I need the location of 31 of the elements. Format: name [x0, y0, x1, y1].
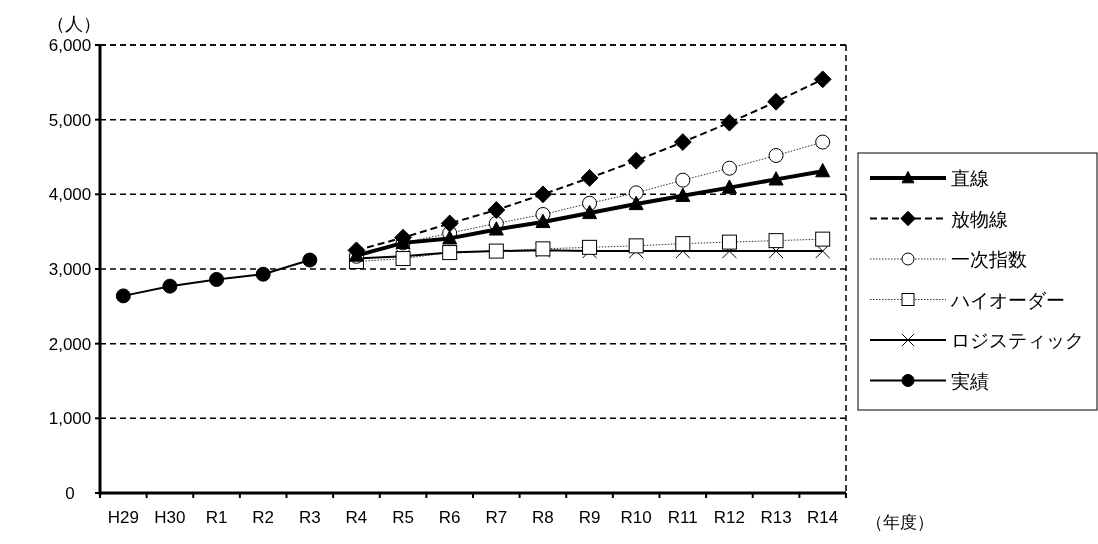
x-axis-title: （年度） — [866, 513, 934, 532]
legend-label: ロジスティック — [951, 330, 1084, 351]
x-tick-label: R9 — [578, 508, 601, 527]
x-tick-label: R4 — [345, 508, 368, 527]
y-tick-label: 3,000 — [48, 260, 92, 279]
x-tick-label: R12 — [713, 508, 746, 527]
legend-label: 放物線 — [951, 208, 1008, 230]
x-tick-label: H30 — [154, 508, 186, 527]
y-tick-label: 4,000 — [48, 185, 92, 205]
y-tick-label: 0 — [65, 484, 75, 503]
x-tick-label: R14 — [807, 508, 839, 527]
legend-label: ハイオーダー — [950, 289, 1065, 311]
y-tick-label: 5,000 — [48, 110, 92, 130]
y-tick-label: 1,000 — [48, 409, 92, 429]
legend-label: 一次指数 — [951, 249, 1027, 270]
x-tick-label: R6 — [438, 508, 461, 527]
x-tick-label: R10 — [620, 508, 652, 527]
legend-label: 実績 — [951, 370, 989, 392]
y-tick-label: 6,000 — [48, 36, 92, 55]
x-tick-label: R7 — [485, 508, 508, 527]
x-tick-label: R8 — [532, 508, 554, 527]
y-tick-label: 2,000 — [48, 334, 92, 354]
x-tick-label: R5 — [392, 508, 414, 527]
x-tick-label: R2 — [252, 508, 275, 527]
x-tick-label: R1 — [205, 508, 228, 527]
x-tick-label: R11 — [667, 508, 698, 527]
x-tick-label: R3 — [298, 508, 321, 527]
x-tick-label: R13 — [760, 508, 792, 527]
legend-label: 直線 — [951, 168, 989, 189]
x-tick-label: H29 — [107, 508, 139, 527]
y-axis-title: （人） — [47, 14, 101, 34]
